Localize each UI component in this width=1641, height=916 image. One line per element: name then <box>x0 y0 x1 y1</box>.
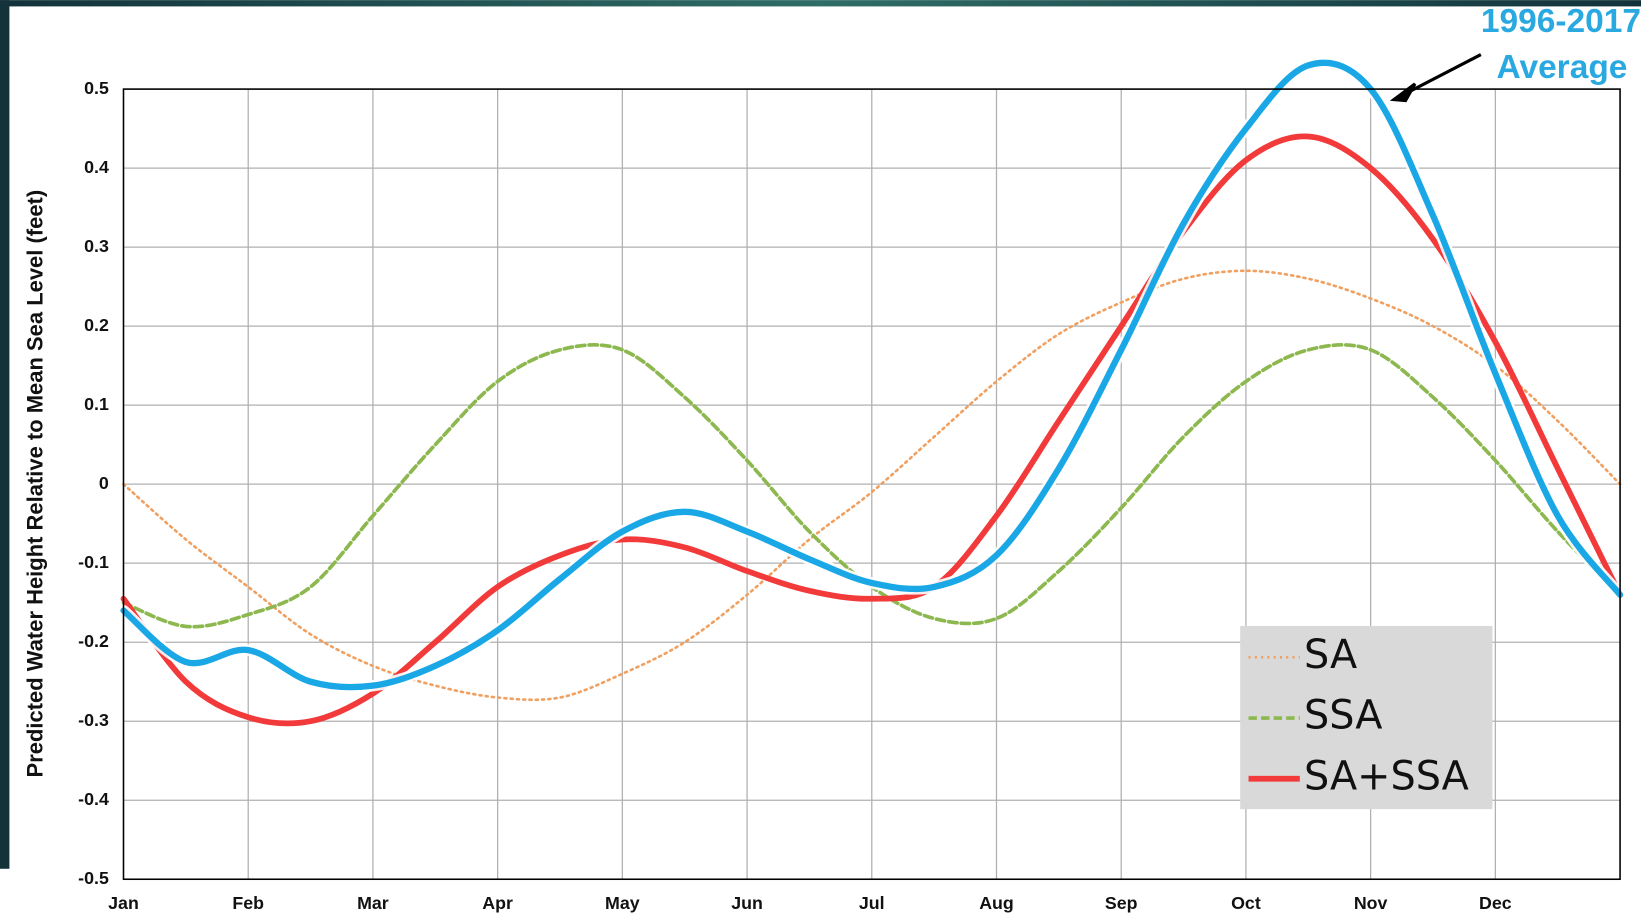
y-tick-label: 0.1 <box>84 394 109 414</box>
x-tick-label: Nov <box>1354 893 1388 913</box>
y-tick-label: -0.1 <box>78 552 109 572</box>
plot-frame <box>122 88 1621 881</box>
series-line <box>122 269 1622 702</box>
top-bar <box>0 0 1641 7</box>
legend-label: SA+SSA <box>1304 753 1469 799</box>
x-tick-label: Aug <box>979 893 1014 913</box>
y-tick-label: -0.3 <box>78 710 109 730</box>
x-tick-label: Mar <box>357 893 389 913</box>
y-tick-label: 0.4 <box>84 157 109 177</box>
x-tick-label: May <box>605 893 640 913</box>
y-tick-label: -0.5 <box>78 868 109 888</box>
legend-label: SA <box>1304 632 1357 678</box>
x-tick-label: Jul <box>859 893 885 913</box>
legend-label: SSA <box>1304 693 1382 739</box>
x-tick-label: Apr <box>482 893 513 913</box>
y-axis-label: Predicted Water Height Relative to Mean … <box>22 190 47 778</box>
x-tick-label: Jun <box>731 893 763 913</box>
annotation: 1996-2017 Average <box>1481 3 1641 86</box>
y-tick-label: -0.4 <box>78 789 109 809</box>
y-tick-label: -0.2 <box>78 631 109 651</box>
left-bar <box>0 0 10 869</box>
x-tick-label: Jan <box>108 893 139 913</box>
x-tick-label: Dec <box>1479 893 1512 913</box>
y-tick-label: 0 <box>99 473 109 493</box>
y-tick-label: 0.5 <box>84 78 109 98</box>
arrow-head <box>1389 82 1417 103</box>
series-line <box>120 59 1624 691</box>
x-tick-label: Oct <box>1231 893 1261 913</box>
x-tick-label: Feb <box>232 893 264 913</box>
x-tick-label: Sep <box>1105 893 1138 913</box>
y-tick-label: 0.3 <box>84 236 109 256</box>
y-tick-label: 0.2 <box>84 315 109 335</box>
